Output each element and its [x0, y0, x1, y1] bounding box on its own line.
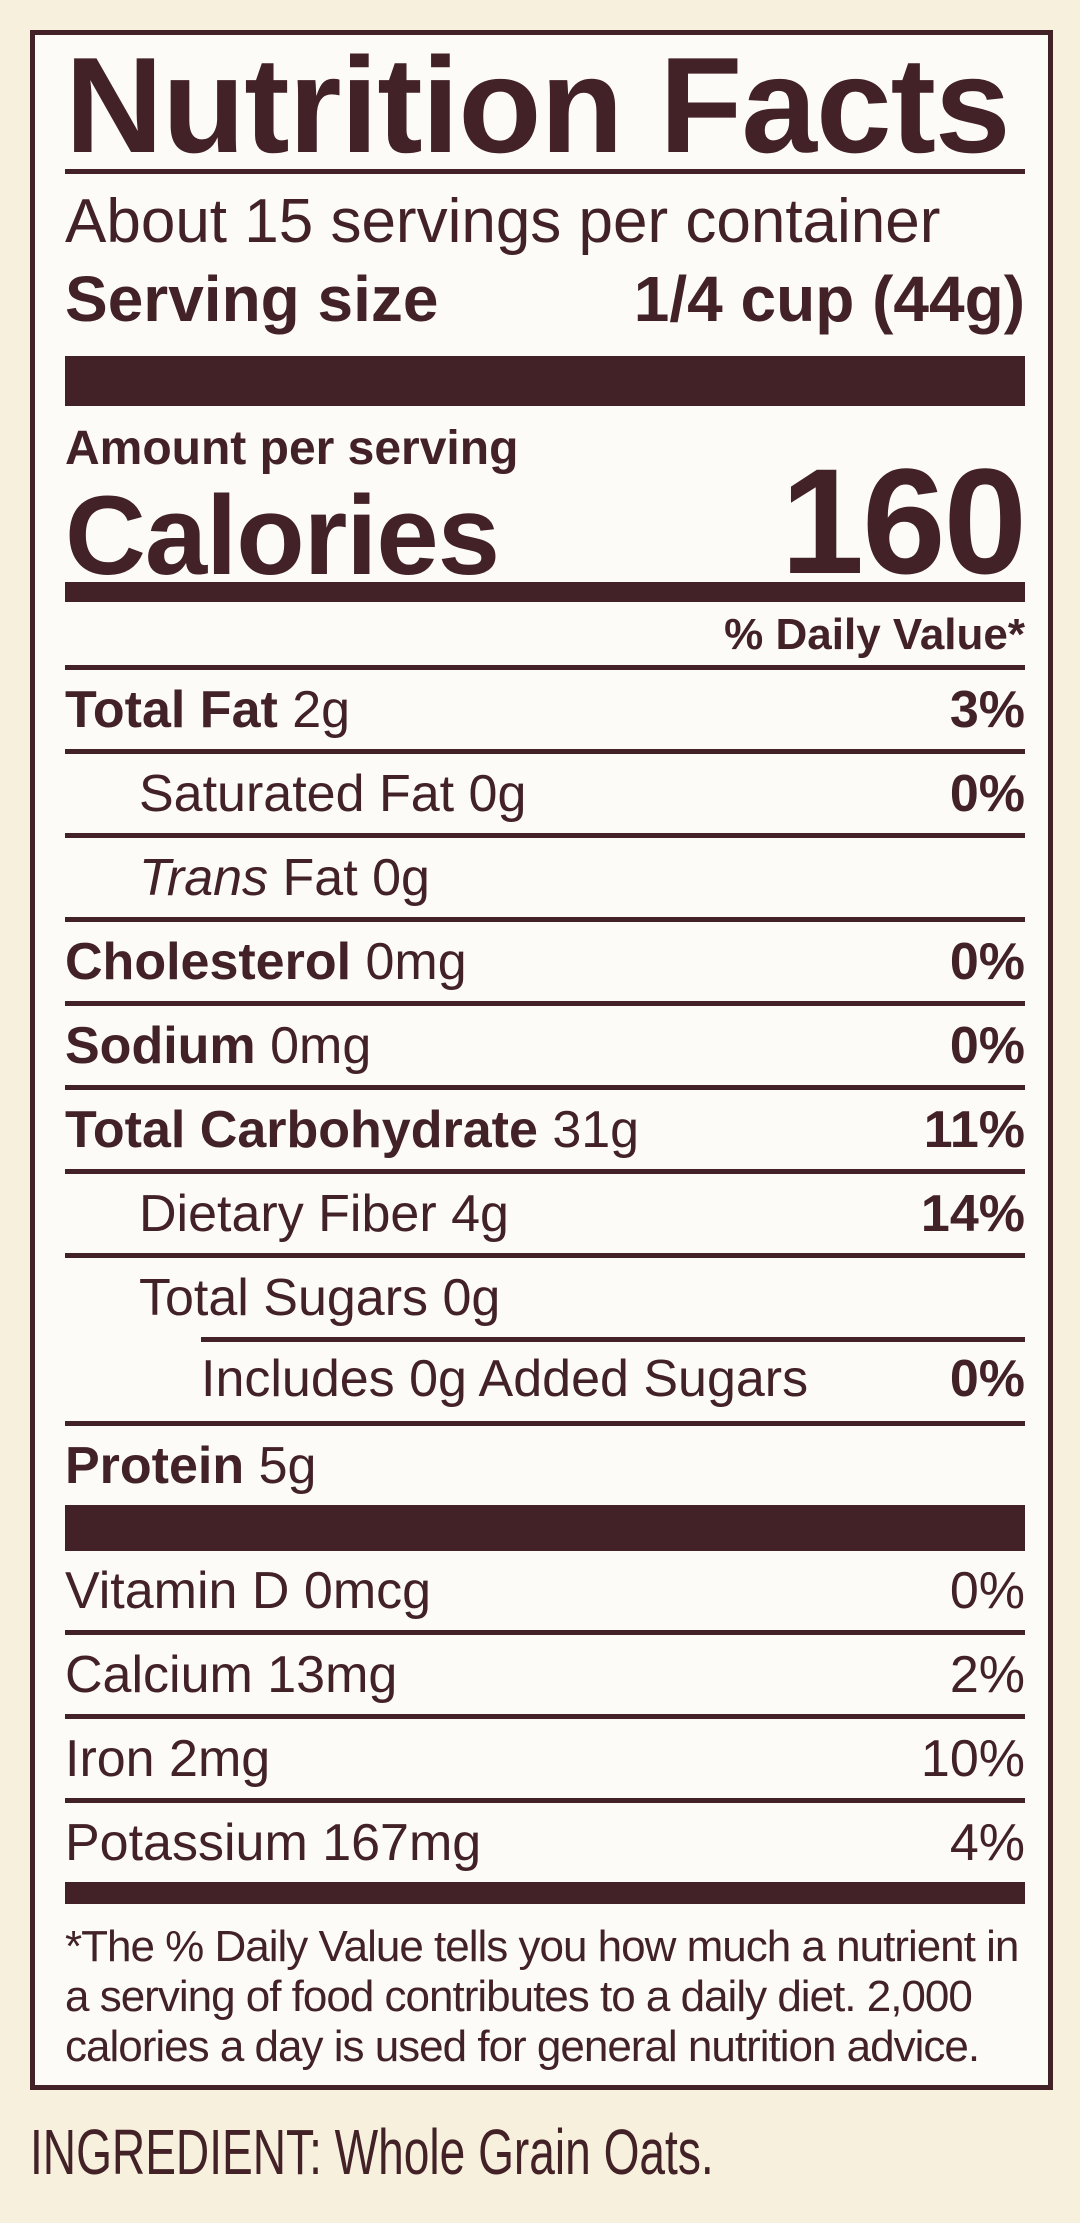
nutrient-row: Protein 5g [65, 1421, 1025, 1505]
footnote-line: calories a day is used for general nutri… [65, 2022, 980, 2071]
serving-size-label: Serving size [65, 263, 439, 335]
serving-size-value: 1/4 cup (44g) [633, 263, 1025, 335]
nutrient-name: Trans Fat 0g [139, 848, 430, 907]
nutrient-name: Total Sugars 0g [139, 1268, 501, 1327]
footnote-line: *The % Daily Value tells you how much a … [65, 1922, 1019, 1971]
nutrient-name: Iron 2mg [65, 1729, 271, 1788]
nutrient-name: Protein 5g [65, 1436, 317, 1495]
daily-value-percent: 2% [949, 1645, 1025, 1704]
servings-per-container: About 15 servings per container [65, 187, 941, 256]
daily-value-percent: 10% [920, 1729, 1025, 1788]
section-bar-medium [65, 1882, 1025, 1904]
nutrient-name: Total Carbohydrate 31g [65, 1100, 640, 1159]
ingredient-statement: INGREDIENT: Whole Grain Oats. [30, 2116, 714, 2188]
daily-value-percent: 0% [949, 1561, 1025, 1620]
nutrient-row: Total Fat 2g 3% [65, 670, 1025, 749]
daily-value-footnote: *The % Daily Value tells you how much a … [65, 1922, 1025, 2072]
daily-value-percent: 3% [949, 680, 1025, 739]
daily-value-percent: 0% [949, 932, 1025, 991]
nutrient-row: Potassium 167mg 4% [65, 1798, 1025, 1882]
nutrient-name: Sodium 0mg [65, 1016, 372, 1075]
serving-size-row: Serving size 1/4 cup (44g) [65, 266, 1025, 332]
nutrition-facts-title: Nutrition Facts [65, 30, 1011, 181]
nutrient-row: Cholesterol 0mg 0% [65, 917, 1025, 1001]
nutrient-row: Trans Fat 0g [65, 833, 1025, 917]
daily-value-percent: 14% [920, 1184, 1025, 1243]
nutrient-row: Vitamin D 0mcg 0% [65, 1551, 1025, 1630]
nutrient-row: Total Carbohydrate 31g 11% [65, 1085, 1025, 1169]
micronutrient-rows: Vitamin D 0mcg 0% Calcium 13mg 2% Iron 2mg 10… [65, 1551, 1025, 1882]
nutrient-row: Dietary Fiber 4g 14% [65, 1169, 1025, 1253]
daily-value-percent: 11% [923, 1100, 1025, 1159]
nutrient-name: Includes 0g Added Sugars [201, 1350, 809, 1408]
section-bar-thick [65, 1505, 1025, 1551]
nutrient-row: Saturated Fat 0g 0% [65, 749, 1025, 833]
nutrition-facts-panel: Nutrition Facts About 15 servings per co… [30, 30, 1053, 2090]
amount-per-serving-label: Amount per serving [65, 422, 519, 475]
daily-value-percent: 0% [949, 764, 1025, 823]
nutrient-name: Total Fat 2g [65, 680, 351, 739]
calories-section: Amount per serving Calories 160 [65, 422, 1027, 597]
nutrient-rows: Total Fat 2g 3% Saturated Fat 0g 0% Trans Fa… [65, 670, 1025, 1505]
nutrient-row: Calcium 13mg 2% [65, 1630, 1025, 1714]
nutrient-row: Sodium 0mg 0% [65, 1001, 1025, 1085]
nutrient-name: Saturated Fat 0g [139, 764, 527, 823]
nutrient-name: Dietary Fiber 4g [139, 1184, 509, 1243]
nutrient-name: Potassium 167mg [65, 1813, 482, 1872]
section-bar-thick [65, 356, 1025, 406]
daily-value-header: % Daily Value* [65, 602, 1025, 670]
nutrient-name: Vitamin D 0mcg [65, 1561, 432, 1620]
nutrient-row: Total Sugars 0g [65, 1253, 1025, 1337]
daily-value-percent: 0% [949, 1016, 1025, 1075]
nutrient-row: Iron 2mg 10% [65, 1714, 1025, 1798]
nutrient-row: Includes 0g Added Sugars 0% [65, 1337, 1025, 1421]
title-divider [65, 169, 1025, 174]
nutrient-name: Cholesterol 0mg [65, 932, 467, 991]
section-bar-medium [65, 582, 1025, 602]
daily-value-percent: 0% [949, 1350, 1025, 1408]
calories-label: Calories [65, 473, 500, 598]
daily-value-percent: 4% [949, 1813, 1025, 1872]
calories-value: 160 [780, 437, 1027, 605]
footnote-line: a serving of food contributes to a daily… [65, 1972, 973, 2021]
nutrient-name: Calcium 13mg [65, 1645, 398, 1704]
